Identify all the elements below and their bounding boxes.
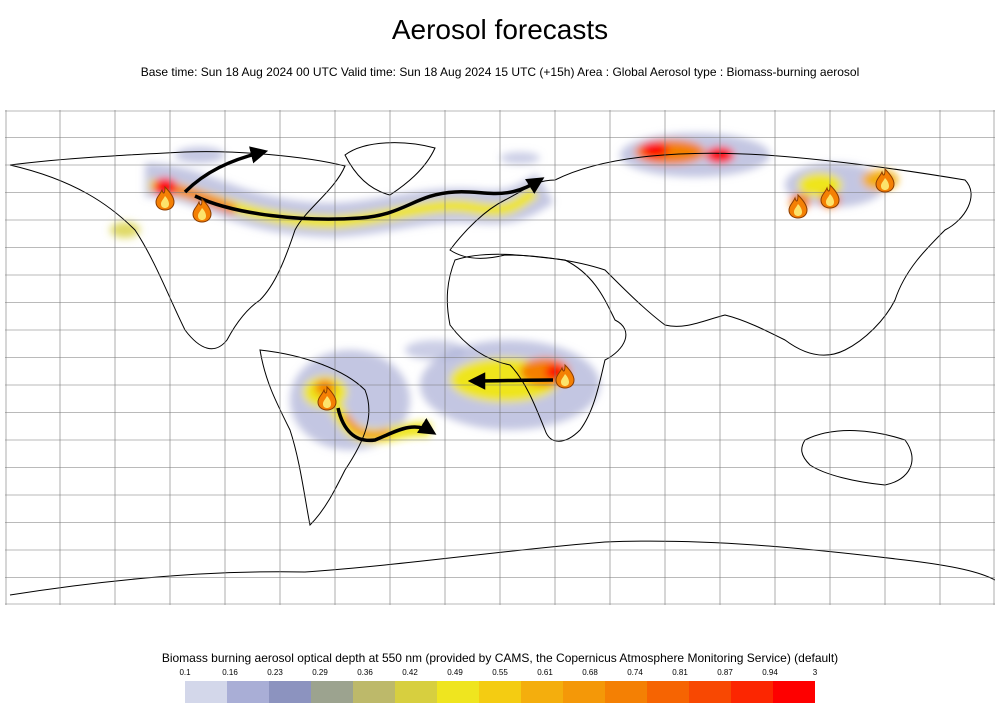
legend-swatch — [395, 681, 437, 703]
legend-tick-label: 0.42 — [402, 668, 418, 677]
legend-swatch — [605, 681, 647, 703]
aerosol-map — [5, 110, 995, 605]
legend-swatch — [647, 681, 689, 703]
fire-icon — [875, 167, 895, 193]
legend-colorbar — [185, 681, 815, 703]
legend-swatch — [437, 681, 479, 703]
legend-tick-label: 0.36 — [357, 668, 373, 677]
arrow-icon — [183, 146, 269, 194]
legend-swatch — [563, 681, 605, 703]
legend-tick-label: 0.94 — [762, 668, 778, 677]
fire-icon — [155, 185, 175, 211]
legend-tick-label: 0.81 — [672, 668, 688, 677]
legend-swatch — [269, 681, 311, 703]
legend-swatch — [227, 681, 269, 703]
map-subtitle: Base time: Sun 18 Aug 2024 00 UTC Valid … — [140, 65, 860, 79]
legend-tick-label: 3 — [812, 668, 818, 677]
legend-tick-labels: 0.1 0.16 0.23 0.29 0.36 0.42 0.49 0.55 0.61 0.68 0… — [179, 668, 818, 680]
legend-swatch — [521, 681, 563, 703]
legend-swatch — [353, 681, 395, 703]
legend-tick-label: 0.87 — [717, 668, 733, 677]
fire-icon — [820, 183, 840, 209]
legend-tick-label: 0.74 — [627, 668, 643, 677]
arrow-icon — [194, 177, 545, 221]
arrow-icon — [467, 372, 554, 390]
legend-tick-label: 0.23 — [267, 668, 283, 677]
fire-icon — [788, 193, 808, 219]
legend-tick-label: 0.49 — [447, 668, 463, 677]
legend-swatch — [479, 681, 521, 703]
legend-title: Biomass burning aerosol optical depth at… — [161, 651, 839, 665]
transport-arrows — [183, 146, 554, 443]
fire-icon — [192, 197, 212, 223]
fire-icon — [317, 385, 337, 411]
legend-swatch — [689, 681, 731, 703]
legend-tick-label: 0.61 — [537, 668, 553, 677]
legend-tick-label: 0.68 — [582, 668, 598, 677]
legend-tick-label: 0.55 — [492, 668, 508, 677]
legend-swatch — [773, 681, 815, 703]
legend-swatch — [311, 681, 353, 703]
fire-icon — [555, 363, 575, 389]
map-title: Aerosol forecasts — [391, 14, 609, 45]
aerosol-plumes — [110, 133, 898, 450]
legend-tick-label: 0.1 — [179, 668, 191, 677]
legend-tick-label: 0.29 — [312, 668, 328, 677]
arrow-icon — [336, 407, 437, 443]
legend-tick-label: 0.16 — [222, 668, 238, 677]
legend-swatch — [185, 681, 227, 703]
fire-markers — [155, 167, 895, 411]
legend-swatch — [731, 681, 773, 703]
